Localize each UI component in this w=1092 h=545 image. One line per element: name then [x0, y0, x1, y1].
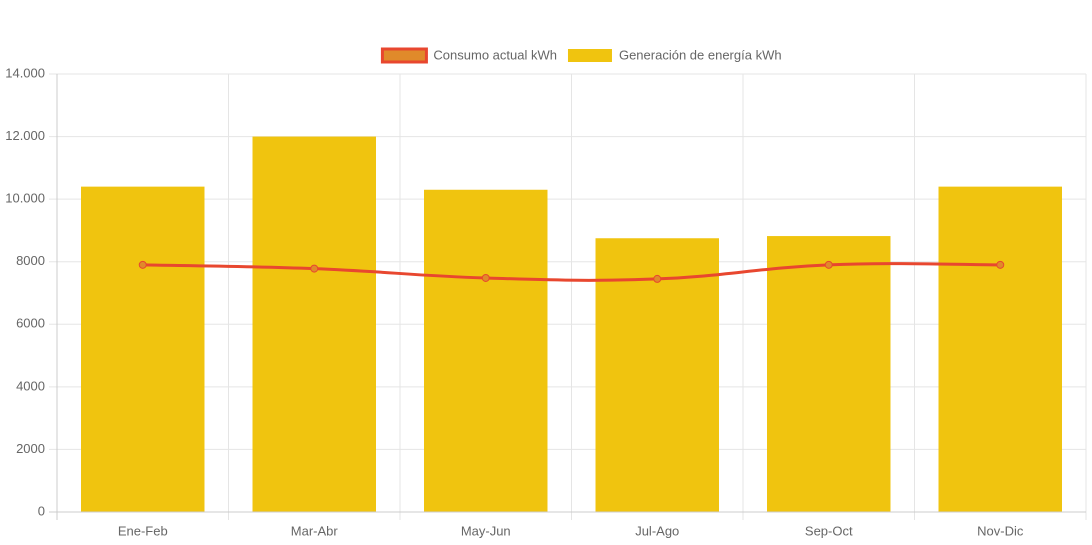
line-point	[996, 260, 1005, 269]
y-tick-label: 12.000	[5, 128, 45, 143]
y-tick-label: 14.000	[5, 65, 45, 80]
bar	[595, 238, 719, 512]
x-tick-label: Jul-Ago	[635, 523, 679, 538]
x-tick-label: Mar-Abr	[291, 523, 339, 538]
legend-item[interactable]: Generación de energía kWh	[567, 47, 782, 62]
bar	[81, 186, 205, 512]
line-point	[310, 264, 319, 273]
y-tick-label: 4000	[16, 378, 45, 393]
x-tick-label: Nov-Dic	[977, 523, 1024, 538]
legend-label: Consumo actual kWh	[433, 47, 557, 62]
legend-label: Generación de energía kWh	[619, 47, 782, 62]
y-tick-label: 10.000	[5, 191, 45, 206]
line	[142, 262, 1001, 282]
line-point	[653, 274, 662, 283]
bar	[938, 186, 1062, 512]
legend-item[interactable]: Consumo actual kWh	[380, 47, 557, 64]
line-point	[824, 260, 833, 269]
y-tick-label: 6000	[16, 316, 45, 331]
bar	[252, 136, 376, 513]
legend-swatch	[380, 47, 428, 64]
bar	[424, 189, 548, 512]
line-point	[481, 273, 490, 282]
x-tick-label: Sep-Oct	[805, 523, 853, 538]
line-point	[138, 260, 147, 269]
y-tick-label: 2000	[16, 441, 45, 456]
x-tick-label: May-Jun	[461, 523, 511, 538]
y-tick-label: 0	[38, 503, 45, 518]
bar	[767, 236, 891, 512]
y-tick-label: 8000	[16, 253, 45, 268]
legend-swatch	[567, 49, 612, 62]
x-tick-label: Ene-Feb	[118, 523, 168, 538]
